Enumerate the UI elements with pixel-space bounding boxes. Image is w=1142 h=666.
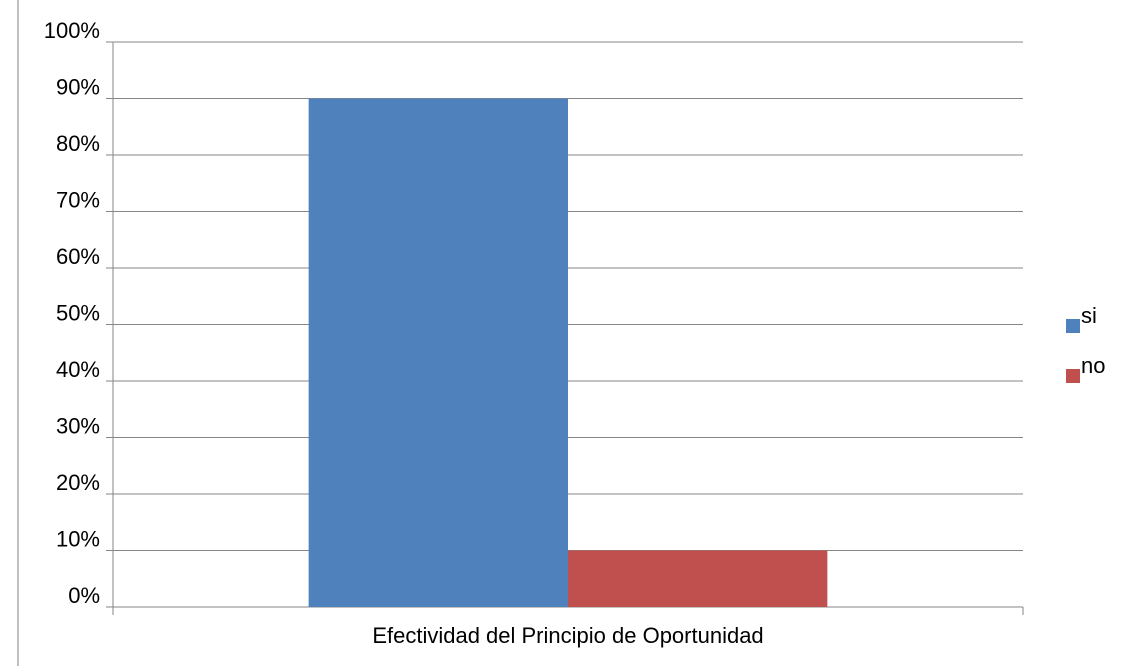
y-tick-label: 30%: [56, 413, 100, 438]
y-tick-label: 80%: [56, 131, 100, 156]
x-tick-label: Efectividad del Principio de Oportunidad: [372, 623, 763, 648]
legend-swatch: [1066, 369, 1080, 383]
y-tick-label: 70%: [56, 187, 100, 212]
bar: [568, 550, 828, 607]
y-tick-label: 20%: [56, 470, 100, 495]
y-tick-label: 0%: [68, 583, 100, 608]
y-tick-label: 40%: [56, 357, 100, 382]
y-tick-label: 90%: [56, 74, 100, 99]
y-tick-label: 10%: [56, 526, 100, 551]
y-tick-label: 60%: [56, 244, 100, 269]
legend-label: no: [1081, 353, 1105, 378]
bar: [308, 98, 568, 607]
legend-swatch: [1066, 319, 1080, 333]
legend-label: si: [1081, 303, 1097, 328]
y-tick-label: 50%: [56, 300, 100, 325]
y-tick-label: 100%: [44, 18, 100, 43]
